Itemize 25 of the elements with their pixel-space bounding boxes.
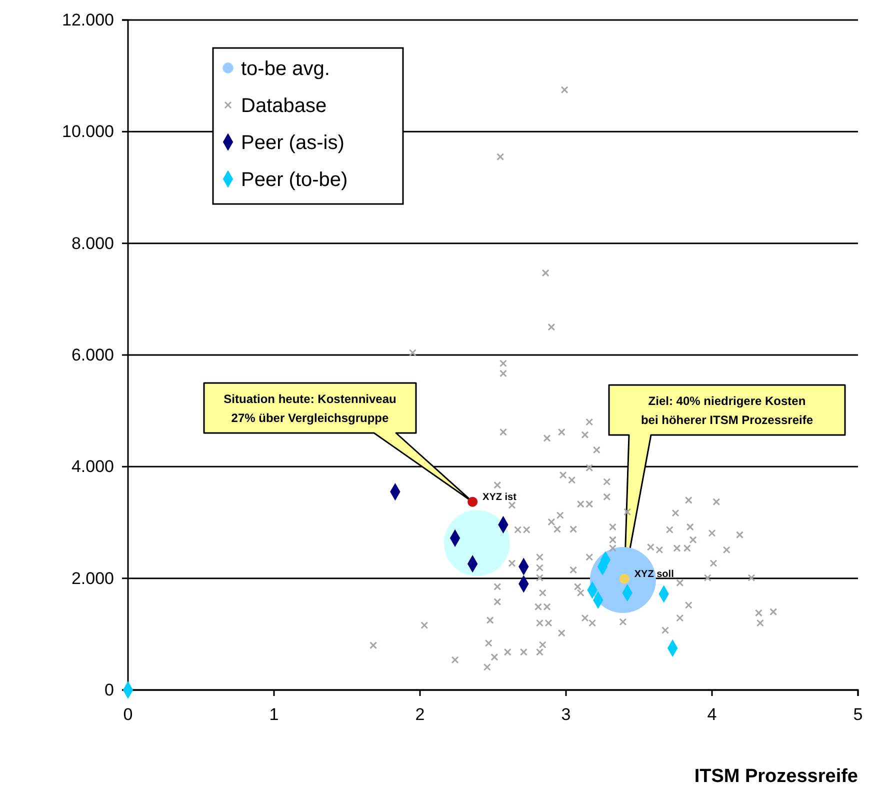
legend-label: Peer (as-is)	[241, 132, 344, 154]
y-tick-label: 8.000	[71, 234, 114, 253]
y-tick-label: 4.000	[71, 457, 114, 476]
annotation: XYZ soll	[634, 568, 674, 580]
annotation: Ziel: 40% niedrigere Kosten bei höherer ITSM Prozessreife	[640, 394, 814, 427]
y-tick-label: 6.000	[71, 345, 114, 364]
legend-label: Peer (to-be)	[241, 169, 348, 191]
x-axis-title: ITSM Prozessreife	[694, 766, 858, 787]
annotation: XYZ ist	[482, 492, 518, 503]
point	[468, 496, 478, 507]
y-tick-label: 0	[104, 680, 114, 700]
annotation: Situation heute: Kostenniveau 27% über Vergleichsgruppe	[224, 392, 396, 425]
x-tick-label: 2	[415, 705, 425, 724]
y-tick-label: 10.000	[62, 122, 114, 142]
x-tick-label: 4	[707, 705, 717, 724]
y-tick-label: 2.000	[71, 568, 114, 588]
x-tick-label: 1	[269, 705, 279, 724]
y-tick-label: 12.000	[62, 10, 114, 30]
legend-label: to-be avg.	[241, 58, 330, 80]
point	[444, 510, 510, 576]
legend-label: Database	[241, 95, 327, 117]
point	[619, 574, 630, 584]
x-tick-label: 5	[853, 705, 863, 724]
x-tick-label: 0	[123, 705, 133, 724]
x-tick-label: 3	[561, 705, 571, 724]
